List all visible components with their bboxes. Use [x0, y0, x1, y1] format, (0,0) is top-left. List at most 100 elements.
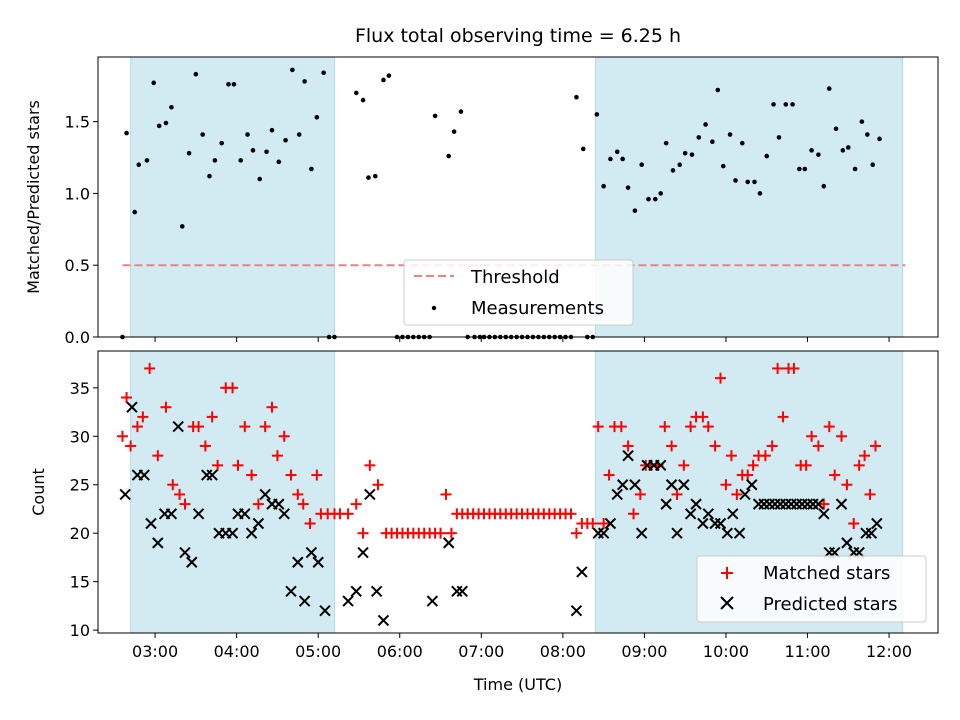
predicted-star-point	[570, 605, 583, 617]
matched-star-point	[725, 450, 737, 462]
measurement-point	[366, 175, 371, 180]
predicted-star-point	[714, 517, 727, 530]
y-tick-label: 25	[70, 476, 90, 495]
predicted-star-point	[357, 546, 369, 559]
y-tick-label: 20	[70, 524, 90, 543]
matched-star-point	[848, 517, 860, 529]
measurement-point	[432, 113, 438, 119]
measurement-point	[859, 119, 865, 124]
measurement-point	[764, 153, 770, 159]
x-tick-label: 11:00	[784, 642, 830, 661]
matched-star-point	[285, 469, 297, 481]
matched-star-point	[435, 527, 447, 539]
matched-star-point	[622, 440, 634, 452]
measurement-point	[144, 158, 150, 163]
x-tick-label: 03:00	[132, 642, 178, 661]
count-legend: Matched stars Predicted stars	[696, 555, 927, 623]
measurement-point	[682, 150, 688, 156]
matched-star-point	[174, 488, 186, 500]
matched-star-point	[206, 411, 218, 423]
measurement-point	[276, 159, 282, 165]
measurement-point	[870, 162, 876, 167]
matched-star-point	[869, 440, 881, 452]
predicted-star-point	[871, 517, 883, 530]
matched-star-point	[364, 459, 376, 471]
y-tick-label: 15	[70, 573, 90, 592]
predicted-star-point	[865, 527, 878, 539]
matched-star-point	[252, 498, 264, 510]
matched-star-point	[144, 362, 156, 374]
measurement-point	[257, 176, 263, 182]
predicted-star-point	[616, 479, 629, 491]
predicted-star-point	[285, 585, 297, 598]
matched-star-point	[697, 411, 709, 423]
measurement-point	[703, 122, 708, 127]
matched-star-point	[671, 488, 683, 500]
measurement-point	[757, 191, 763, 196]
matched-legend-swatch	[721, 567, 733, 579]
measurement-point	[296, 132, 302, 137]
predicted-star-point	[841, 537, 853, 549]
matched-star-point	[742, 469, 754, 481]
measurement-point	[169, 104, 174, 110]
measurement-point	[639, 162, 644, 167]
count-points	[116, 362, 883, 627]
matched-star-point	[772, 362, 784, 374]
measurement-point	[845, 145, 851, 150]
measurement-point	[314, 115, 320, 120]
matched-star-point	[666, 440, 678, 452]
predicted-star-point	[245, 527, 258, 539]
measurement-point	[219, 140, 224, 146]
matched-star-point	[812, 440, 824, 452]
predicted-star-point	[364, 488, 376, 501]
matched-star-point	[634, 488, 646, 500]
measurement-point	[658, 191, 664, 196]
matched-star-point	[445, 527, 457, 539]
matched-star-point	[271, 450, 283, 462]
predicted-star-point	[690, 498, 702, 510]
matched-star-point	[777, 411, 789, 423]
measurement-point	[802, 166, 808, 172]
measurement-point	[290, 67, 295, 73]
matched-star-point	[731, 488, 743, 500]
measurement-point	[372, 173, 378, 179]
matched-star-point	[266, 401, 278, 413]
count-y-axis-label: Count	[29, 468, 48, 516]
measurement-point	[816, 152, 821, 157]
matched-star-point	[747, 459, 759, 471]
predicted-star-point	[635, 527, 648, 539]
matched-star-point	[570, 527, 582, 539]
measurement-point	[821, 183, 827, 189]
matched-star-point	[239, 421, 251, 433]
matched-star-point	[603, 469, 615, 481]
measurement-point	[269, 127, 275, 133]
matched-star-point	[259, 421, 271, 433]
x-tick-label: 10:00	[703, 642, 749, 661]
measurement-point	[360, 97, 366, 103]
measurement-point	[163, 120, 169, 126]
predicted-star-point	[818, 508, 830, 520]
measurement-point	[136, 162, 142, 167]
matched-star-point	[628, 508, 640, 520]
measurement-point	[179, 224, 185, 229]
observing-window-1	[130, 350, 336, 634]
measurement-point	[727, 132, 733, 137]
matched-star-point	[587, 517, 599, 529]
x-tick-label: 08:00	[540, 642, 586, 661]
predicted-star-point	[671, 527, 683, 539]
measurement-point	[264, 149, 269, 155]
observing-windows	[130, 56, 904, 338]
measurement-point	[745, 179, 751, 185]
predicted-star-point	[746, 479, 758, 491]
predicted-star-point	[655, 459, 667, 472]
predicted-star-point	[206, 469, 218, 481]
matched-star-point	[311, 469, 323, 481]
predicted-star-point	[377, 614, 390, 627]
measurement-point	[625, 185, 631, 190]
measurement-point	[790, 102, 795, 107]
measurement-point	[458, 109, 464, 114]
predicted-star-point	[611, 488, 623, 501]
predicted-star-point	[172, 420, 184, 433]
count-y-ticks: 10 15 20 25 30 35	[70, 379, 98, 640]
